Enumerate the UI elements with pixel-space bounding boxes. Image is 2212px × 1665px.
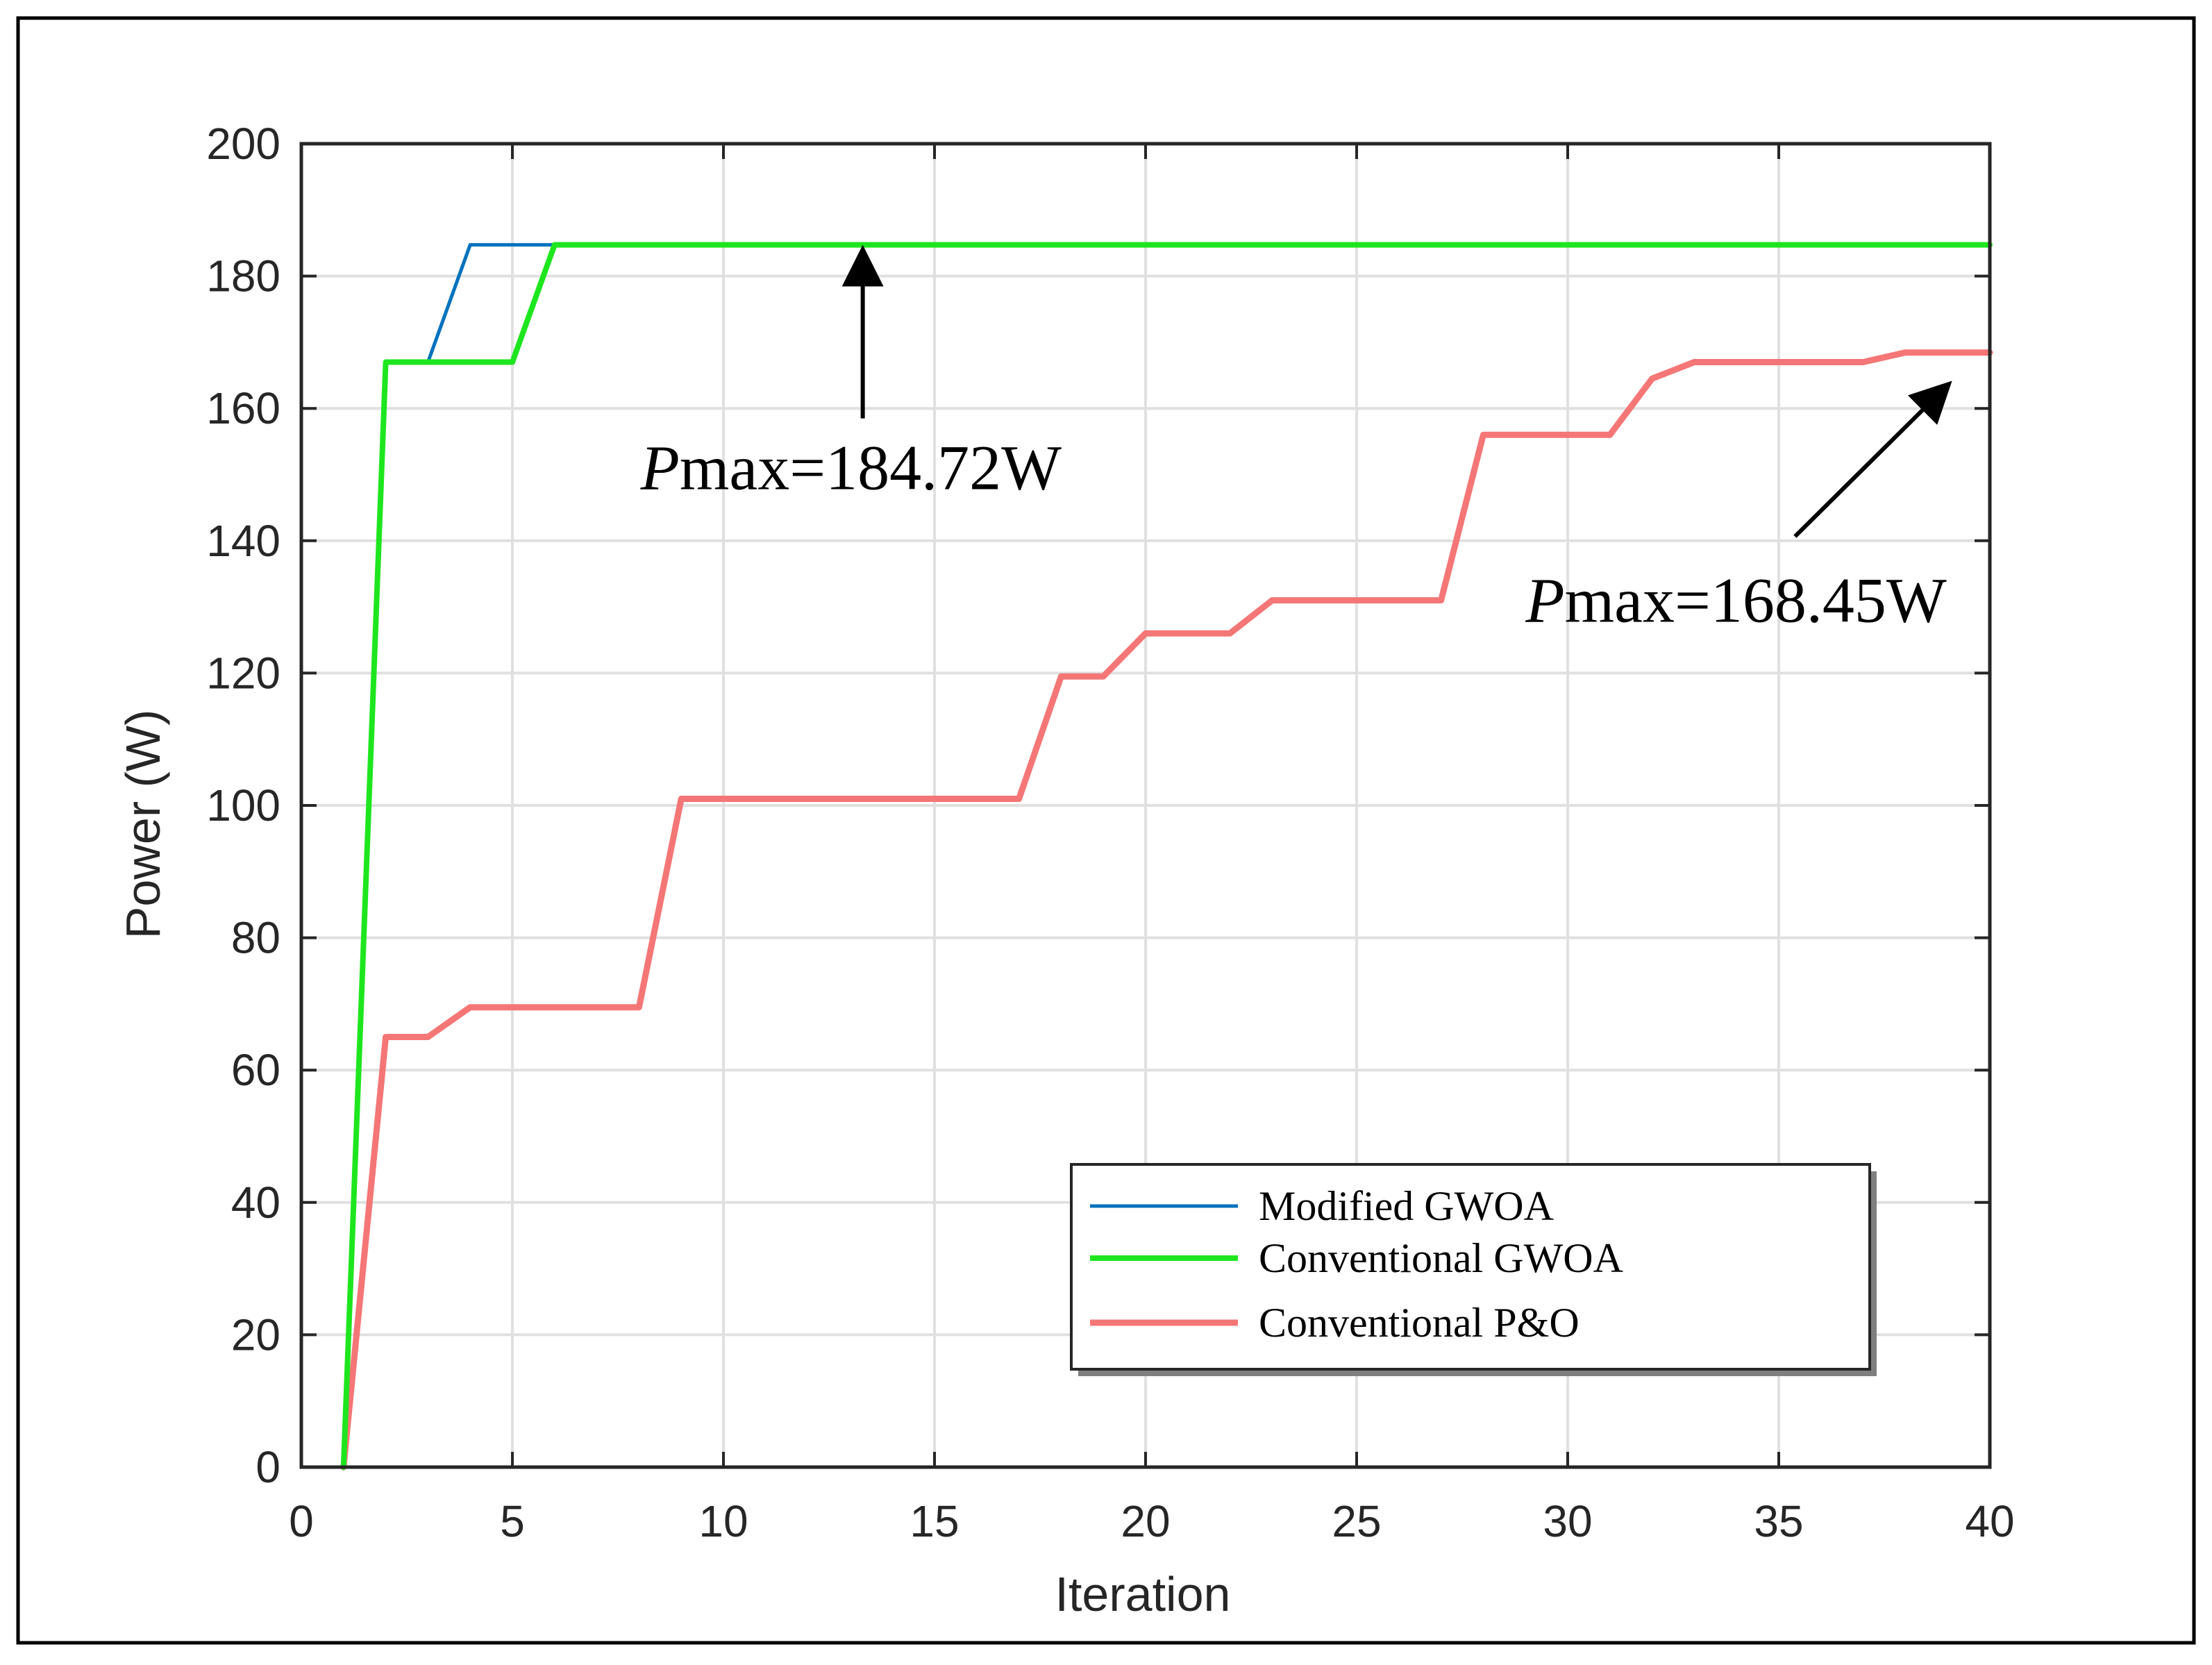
annotation-value-1: max=184.72W [680,433,1062,503]
annotation-arrow-2 [1793,380,1952,538]
y-tick-label: 80 [231,913,280,963]
y-tick-label: 200 [206,119,280,169]
legend-label-2: Conventional GWOA [1259,1235,1623,1281]
x-tick-label: 25 [1332,1496,1381,1546]
annotation-text-2: Pmax=168.45W [1525,565,1946,636]
y-tick-label: 120 [206,648,280,698]
y-tick-label: 0 [255,1442,280,1492]
legend: Modified GWOA Conventional GWOA Convention… [1070,1163,1877,1376]
x-tick-label: 35 [1754,1496,1803,1546]
legend-label-3: Conventional P&O [1259,1300,1580,1346]
y-axis-label: Power (W) [116,710,170,939]
x-tick-label: 5 [500,1496,525,1546]
legend-label-1: Modified GWOA [1259,1183,1554,1229]
y-tick-label: 20 [231,1310,280,1359]
x-tick-label: 10 [698,1496,748,1546]
x-tick-label: 30 [1543,1496,1592,1546]
x-tick-label: 15 [910,1496,959,1546]
y-tick-label: 180 [206,251,280,301]
axes-box [299,142,1992,1469]
series-line-2 [340,242,1993,1470]
x-axis-label: Iteration [1055,1567,1231,1621]
legend-box [1070,1163,1871,1371]
x-tick-label: 20 [1121,1496,1170,1546]
annotation-text-1: Pmax=184.72W [640,433,1062,503]
annotation-prefix-2: P [1525,565,1564,636]
y-tick-label: 160 [206,383,280,433]
annotation-prefix-1: P [640,433,680,503]
x-tick-label: 0 [289,1496,314,1546]
x-tick-label: 40 [1965,1496,2014,1546]
y-tick-label: 60 [231,1045,280,1095]
series-line-3 [340,349,1993,1471]
series-lines [340,242,1993,1471]
y-tick-label: 100 [206,780,280,830]
y-tick-label: 40 [231,1178,280,1228]
axes-frame [299,142,1992,1469]
annotation-value-2: max=168.45W [1565,565,1947,636]
y-tick-label: 140 [206,516,280,566]
